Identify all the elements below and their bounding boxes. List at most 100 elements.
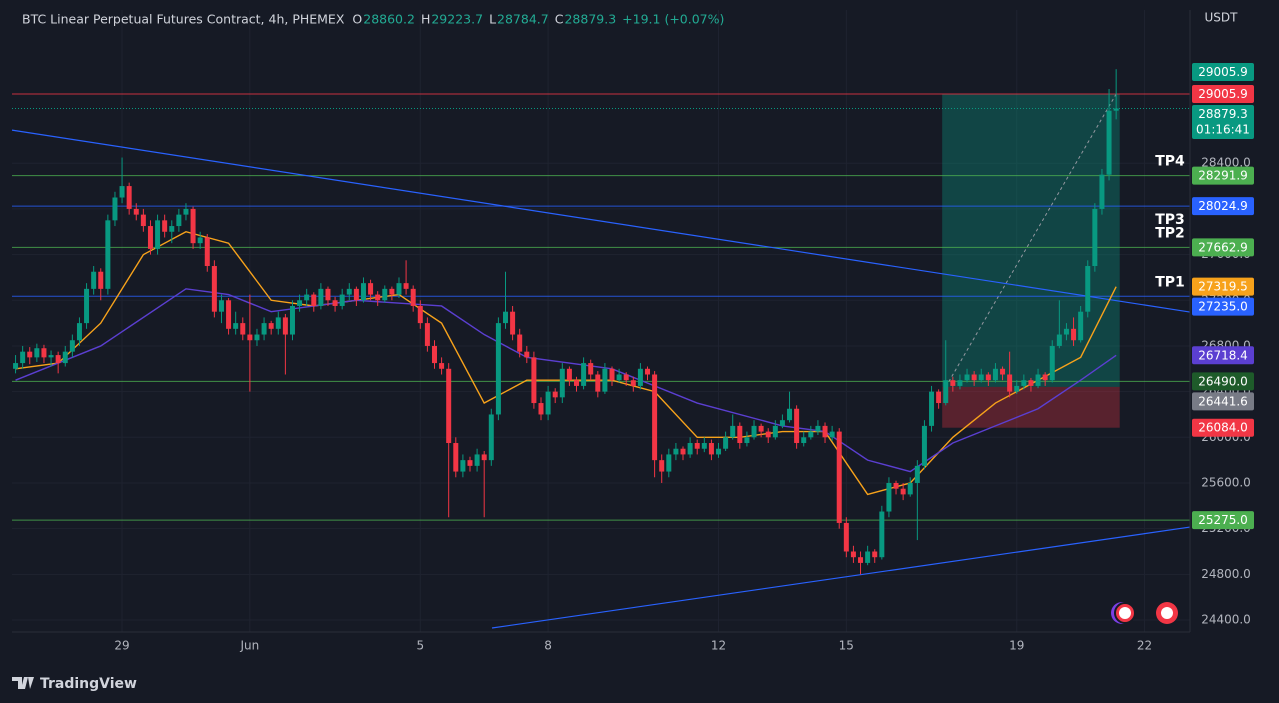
candle-body bbox=[645, 368, 651, 375]
candle-body bbox=[1085, 266, 1091, 312]
candle-body bbox=[574, 380, 580, 386]
price-label-bg bbox=[1192, 372, 1254, 391]
candle-body bbox=[907, 482, 913, 495]
x-tick-label: 12 bbox=[711, 639, 726, 653]
candle-body bbox=[829, 431, 835, 438]
candle-body bbox=[616, 374, 622, 381]
price-label-bg bbox=[1192, 238, 1254, 257]
candle-body bbox=[1071, 328, 1077, 341]
x-tick-label: 22 bbox=[1137, 639, 1152, 653]
price-label-bg bbox=[1192, 105, 1254, 140]
candle-body bbox=[758, 425, 764, 432]
candle-body bbox=[1028, 380, 1034, 386]
candle-body bbox=[737, 425, 743, 444]
price-label: 27235.0 bbox=[1198, 300, 1248, 314]
candle-body bbox=[843, 522, 849, 552]
candle-body bbox=[566, 368, 572, 381]
position-path bbox=[945, 93, 1117, 388]
candle-body bbox=[538, 403, 544, 415]
price-label-bg bbox=[1192, 85, 1254, 104]
candle-body bbox=[69, 340, 75, 352]
candle-body bbox=[176, 214, 182, 227]
candle-body bbox=[914, 465, 920, 483]
price-label-bg bbox=[1192, 511, 1254, 530]
price-label: 26084.0 bbox=[1198, 421, 1248, 435]
candle-body bbox=[872, 551, 878, 558]
candle-body bbox=[673, 448, 679, 455]
ohlc-label: H bbox=[421, 12, 430, 27]
candle-body bbox=[360, 283, 366, 301]
candle-body bbox=[119, 186, 125, 198]
candle-body bbox=[339, 294, 345, 306]
candle-body bbox=[275, 317, 281, 329]
flag-icon bbox=[1161, 607, 1173, 619]
ohlc-label: L bbox=[489, 12, 496, 27]
candle-body bbox=[1078, 311, 1084, 341]
candle-body bbox=[801, 437, 807, 444]
price-label: 28291.9 bbox=[1198, 169, 1248, 183]
candle-body bbox=[488, 414, 494, 461]
level-tag: TP1 bbox=[1155, 274, 1185, 290]
candle-body bbox=[808, 431, 814, 438]
candle-body bbox=[396, 283, 402, 295]
flag-icons bbox=[1111, 602, 1178, 624]
currency: USDT bbox=[1205, 11, 1239, 25]
candle-body bbox=[183, 208, 189, 215]
candle-body bbox=[1056, 334, 1062, 346]
price-label: 28879.3 bbox=[1198, 107, 1248, 121]
candle-body bbox=[297, 300, 303, 306]
candle-body bbox=[708, 443, 714, 455]
price-label: 28024.9 bbox=[1198, 199, 1248, 213]
candle-body bbox=[446, 368, 452, 444]
candle-body bbox=[495, 323, 501, 415]
candle-body bbox=[588, 363, 594, 375]
candle-body bbox=[666, 454, 672, 472]
candle-body bbox=[694, 443, 700, 449]
candle-body bbox=[1042, 374, 1048, 381]
ohlc-label: C bbox=[555, 12, 564, 27]
candle-body bbox=[325, 288, 331, 301]
candle-body bbox=[162, 220, 168, 232]
y-tick-label: 24400.0 bbox=[1201, 613, 1251, 627]
candle-body bbox=[353, 288, 359, 301]
candle-body bbox=[652, 374, 658, 461]
candle-body bbox=[502, 311, 508, 324]
candle-body bbox=[787, 408, 793, 421]
candle-body bbox=[112, 197, 118, 221]
candle-body bbox=[226, 300, 232, 329]
candle-body bbox=[311, 294, 317, 306]
candle-body bbox=[900, 488, 906, 495]
candle-body bbox=[169, 226, 175, 232]
price-label-bg bbox=[1192, 197, 1254, 216]
candle-body bbox=[240, 323, 246, 335]
candle-body bbox=[879, 511, 885, 558]
candle-body bbox=[218, 300, 224, 312]
candle-body bbox=[964, 374, 970, 381]
price-label-bg bbox=[1192, 418, 1254, 437]
price-label-bg bbox=[1192, 392, 1254, 411]
price-label: 27319.5 bbox=[1198, 280, 1248, 294]
price-label: 29005.9 bbox=[1198, 65, 1248, 79]
ohlc-label: O bbox=[352, 12, 362, 27]
candle-body bbox=[84, 288, 90, 324]
x-tick-label: 29 bbox=[114, 639, 129, 653]
candle-body bbox=[744, 437, 750, 444]
candle-body bbox=[1000, 368, 1006, 375]
ohlc-value: 29223.7 bbox=[431, 12, 483, 27]
candle-body bbox=[20, 351, 26, 364]
candle-body bbox=[474, 454, 480, 466]
x-tick-label: 8 bbox=[544, 639, 552, 653]
candle-body bbox=[943, 380, 949, 404]
candle-body bbox=[133, 208, 139, 215]
level-tag: TP4 bbox=[1155, 154, 1185, 170]
candle-body bbox=[105, 220, 111, 289]
brand[interactable]: TradingView bbox=[12, 676, 137, 692]
y-tick-label: 24800.0 bbox=[1201, 567, 1251, 581]
trendline bbox=[11, 129, 1191, 313]
x-tick-label: 19 bbox=[1009, 639, 1024, 653]
candle-body bbox=[602, 368, 608, 392]
candle-body bbox=[76, 323, 82, 341]
